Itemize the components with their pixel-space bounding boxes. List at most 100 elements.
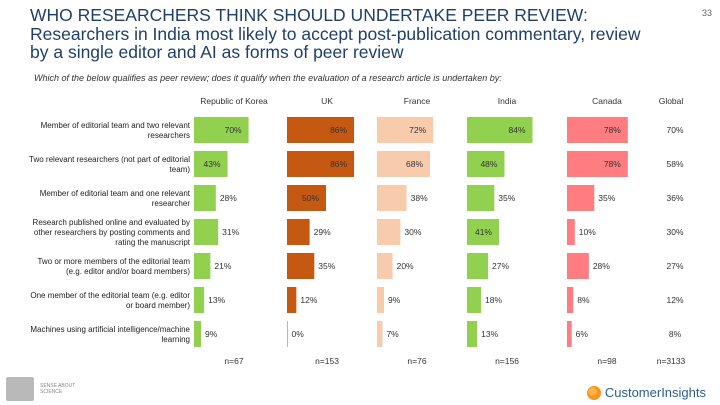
- row-label-3-line-1: other researchers by posting comments an…: [34, 228, 190, 237]
- bar-1-5: [287, 287, 297, 313]
- bar-label-2-6: 7%: [386, 329, 399, 339]
- column-header-1: UK: [321, 96, 333, 106]
- bar-0-3: [194, 219, 219, 245]
- row-label-6-line-0: Machines using artificial intelligence/m…: [30, 325, 190, 334]
- bar-0-6: [194, 321, 202, 347]
- bar-1-6: [287, 321, 288, 347]
- row-label-5-line-0: One member of the editorial team (e.g. e…: [30, 291, 190, 300]
- bar-2-1: [377, 151, 431, 177]
- bar-label-3-5: 18%: [485, 295, 502, 305]
- footer-brand-left: SENSE ABOUT SCIENCE: [6, 377, 80, 401]
- bar-2-2: [377, 185, 407, 211]
- bar-0-4: [194, 253, 211, 279]
- global-value-1: 58%: [666, 159, 683, 169]
- bar-4-4: [567, 253, 589, 279]
- row-label-5-line-1: or board member): [126, 301, 190, 310]
- footer-brand-right: CustomerInsights: [586, 385, 706, 400]
- bar-0-0: [194, 117, 249, 143]
- bar-label-2-2: 38%: [411, 193, 428, 203]
- title-line-3: by a single editor and AI as forms of pe…: [30, 42, 404, 62]
- global-value-2: 36%: [666, 193, 683, 203]
- bar-label-4-0: 78%: [604, 125, 621, 135]
- bar-label-1-6: 0%: [292, 329, 305, 339]
- bar-label-1-0: 86%: [330, 125, 347, 135]
- row-label-2-line-0: Member of editorial team and one relevan…: [40, 189, 191, 198]
- bar-1-0: [287, 117, 355, 143]
- sample-size-2: n=76: [407, 356, 426, 366]
- bar-label-1-4: 35%: [318, 261, 335, 271]
- bar-label-4-1: 78%: [604, 159, 621, 169]
- row-label-1-line-0: Two relevant researchers (not part of ed…: [29, 155, 190, 164]
- bar-label-2-3: 30%: [404, 227, 421, 237]
- bar-label-0-3: 31%: [222, 227, 239, 237]
- bar-0-5: [194, 287, 205, 313]
- global-value-3: 30%: [666, 227, 683, 237]
- sample-size-1: n=153: [315, 356, 339, 366]
- bar-label-4-5: 8%: [577, 295, 590, 305]
- page-title: WHO RESEARCHERS THINK SHOULD UNDERTAKE P…: [30, 6, 660, 62]
- row-label-4-line-1: (e.g. editor and/or board members): [66, 267, 190, 276]
- title-line-2: Researchers in India most likely to acce…: [30, 23, 641, 44]
- bar-label-0-0: 70%: [225, 125, 242, 135]
- bar-label-3-2: 35%: [498, 193, 515, 203]
- bar-label-3-3: 41%: [475, 227, 492, 237]
- bar-label-0-1: 43%: [204, 159, 221, 169]
- bar-label-3-1: 48%: [480, 159, 497, 169]
- title-line-1: WHO RESEARCHERS THINK SHOULD UNDERTAKE P…: [30, 5, 588, 25]
- bar-label-0-6: 9%: [205, 329, 218, 339]
- bar-4-0: [567, 117, 628, 143]
- bar-2-5: [377, 287, 385, 313]
- global-value-4: 27%: [666, 261, 683, 271]
- global-value-5: 12%: [666, 295, 683, 305]
- global-value-0: 70%: [666, 125, 683, 135]
- column-header-0: Republic of Korea: [200, 96, 268, 106]
- bar-label-2-1: 68%: [406, 159, 423, 169]
- bar-3-0: [467, 117, 533, 143]
- bar-1-4: [287, 253, 315, 279]
- bar-label-1-1: 86%: [330, 159, 347, 169]
- sense-about-science-logo: SENSE ABOUT SCIENCE: [40, 383, 76, 395]
- customerinsights-logo-icon: [586, 385, 601, 400]
- bar-3-6: [467, 321, 478, 347]
- bar-label-3-4: 27%: [492, 261, 509, 271]
- bar-2-6: [377, 321, 383, 347]
- column-header-5: Global: [659, 96, 684, 106]
- bar-3-2: [467, 185, 495, 211]
- sample-size-3: n=156: [495, 356, 519, 366]
- bar-4-2: [567, 185, 595, 211]
- bar-label-1-2: 50%: [302, 193, 319, 203]
- bar-4-6: [567, 321, 572, 347]
- bar-label-4-2: 35%: [598, 193, 615, 203]
- sample-size-5: n=3133: [657, 356, 686, 366]
- column-header-3: India: [498, 96, 517, 106]
- row-label-6-line-1: learning: [162, 335, 190, 344]
- bar-3-5: [467, 287, 482, 313]
- row-label-2-line-1: researcher: [152, 199, 191, 208]
- bar-label-4-3: 10%: [579, 227, 596, 237]
- bar-label-3-0: 84%: [509, 125, 526, 135]
- bar-label-4-6: 6%: [576, 329, 589, 339]
- bar-1-1: [287, 151, 355, 177]
- row-label-0-line-1: researchers: [148, 131, 190, 140]
- bar-label-1-3: 29%: [314, 227, 331, 237]
- bar-label-0-2: 28%: [220, 193, 237, 203]
- bar-1-3: [287, 219, 310, 245]
- bar-label-1-5: 12%: [300, 295, 317, 305]
- bar-3-3: [467, 219, 499, 245]
- column-header-2: France: [404, 96, 431, 106]
- sample-size-0: n=67: [224, 356, 243, 366]
- bar-0-2: [194, 185, 216, 211]
- bar-4-3: [567, 219, 575, 245]
- bar-2-3: [377, 219, 401, 245]
- publisher-seal-icon: [6, 377, 34, 401]
- bar-1-2: [287, 185, 326, 211]
- bar-label-4-4: 28%: [593, 261, 610, 271]
- bar-label-0-5: 13%: [208, 295, 225, 305]
- bar-2-4: [377, 253, 393, 279]
- global-value-6: 8%: [669, 329, 682, 339]
- bar-label-2-5: 9%: [388, 295, 401, 305]
- bar-4-5: [567, 287, 574, 313]
- bar-label-2-4: 20%: [397, 261, 414, 271]
- bar-3-4: [467, 253, 489, 279]
